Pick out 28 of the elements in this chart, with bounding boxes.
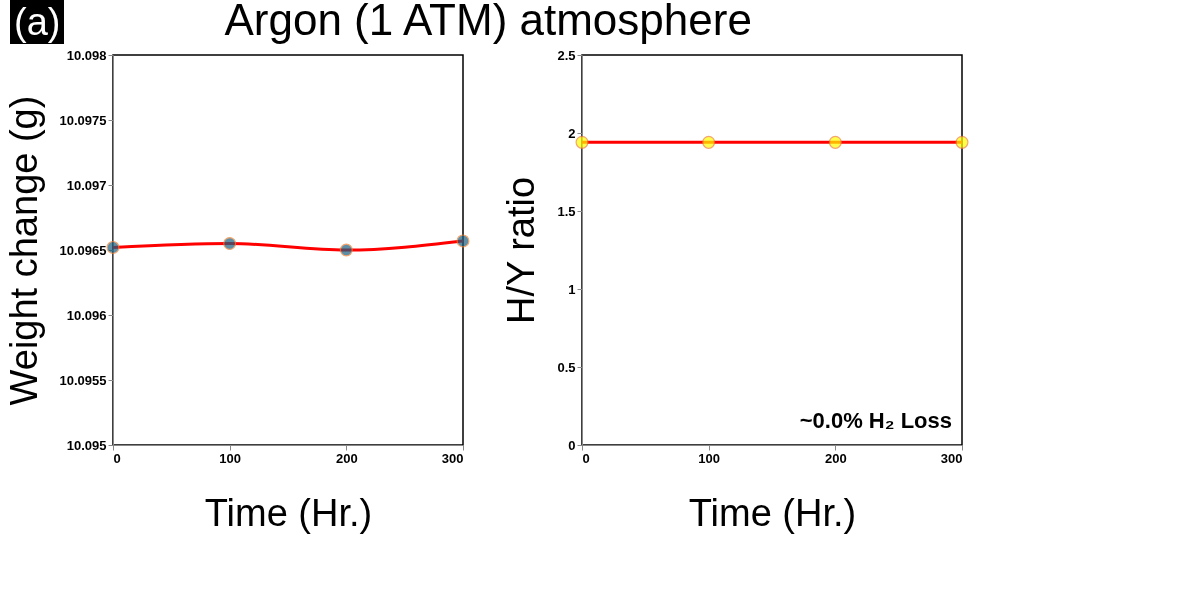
x-tick-label: 200 bbox=[335, 450, 358, 466]
x-axis-title: Time (Hr.) bbox=[204, 491, 373, 534]
text: (a) bbox=[10, 0, 65, 44]
x-tick-label: 0 bbox=[582, 450, 590, 466]
annotation: ~0.0% H₂ Loss bbox=[799, 408, 952, 433]
y-tick-label: 10.0955 bbox=[59, 372, 107, 388]
x-axis-title: Time (Hr.) bbox=[688, 491, 857, 534]
x-tick-label: 100 bbox=[219, 450, 242, 466]
y-tick-label: 2.5 bbox=[557, 47, 576, 63]
x-tick-label: 300 bbox=[940, 450, 963, 466]
y-tick-label: 10.098 bbox=[66, 47, 107, 63]
y-tick-label: 10.096 bbox=[66, 307, 107, 323]
x-tick-label: 300 bbox=[441, 450, 464, 466]
y-tick-label: 1 bbox=[568, 281, 576, 297]
y-tick-label: 0.5 bbox=[557, 359, 576, 375]
x-tick-label: 100 bbox=[698, 450, 721, 466]
y-tick-label: 10.0975 bbox=[59, 112, 107, 128]
chart-title: Argon (1 ATM) atmosphere bbox=[224, 0, 752, 45]
x-tick-label: 0 bbox=[113, 450, 121, 466]
y-tick-label: 10.0965 bbox=[59, 242, 107, 258]
y-tick-label: 10.095 bbox=[66, 437, 107, 453]
y-tick-label: 0 bbox=[568, 437, 576, 453]
x-tick-label: 200 bbox=[824, 450, 847, 466]
y-axis-title: H/Y ratio bbox=[500, 176, 543, 325]
y-axis-title: Weight change (g) bbox=[2, 95, 45, 406]
y-tick-label: 2 bbox=[568, 125, 576, 141]
y-tick-label: 10.097 bbox=[66, 177, 107, 193]
y-tick-label: 1.5 bbox=[557, 203, 576, 219]
